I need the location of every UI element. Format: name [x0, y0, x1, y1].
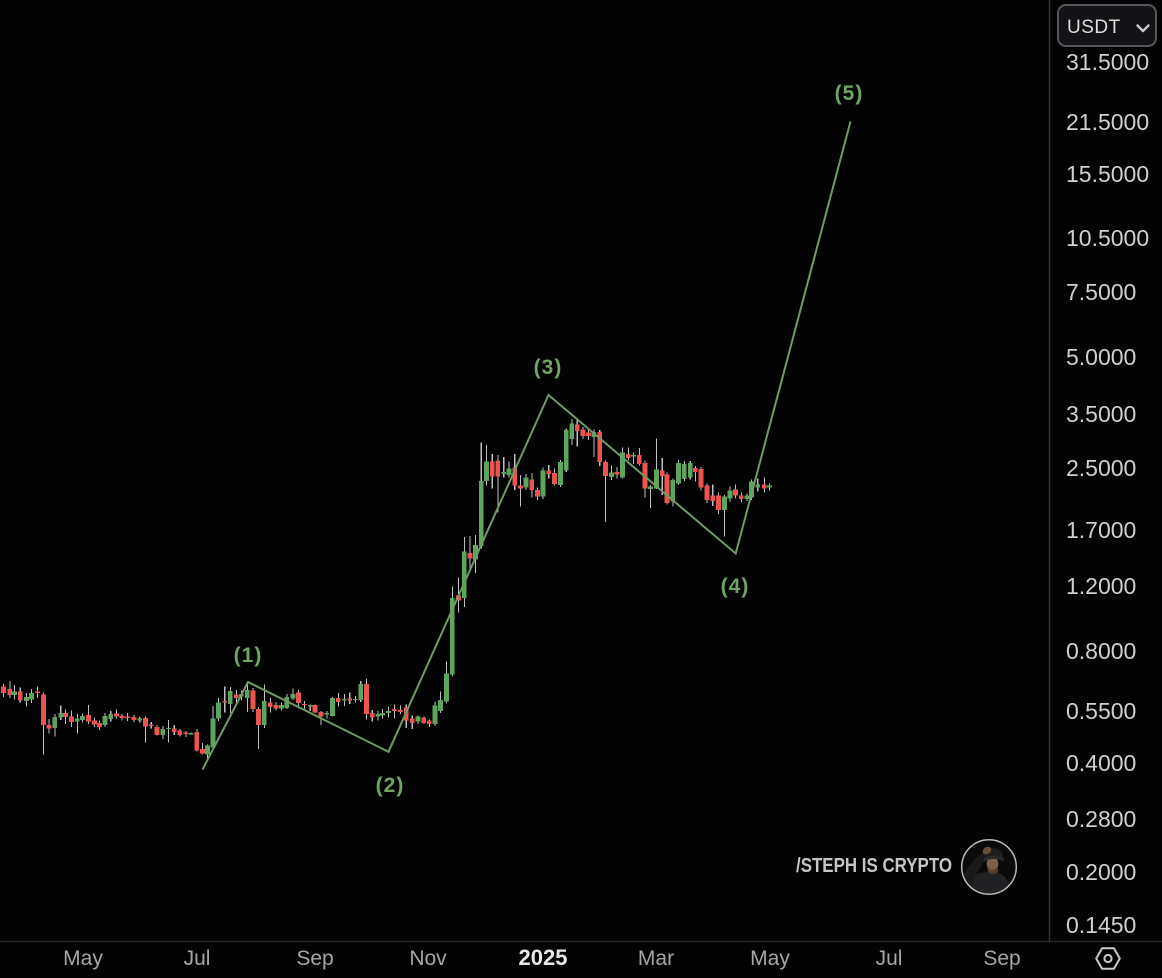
svg-text:/STEPH IS CRYPTO: /STEPH IS CRYPTO [796, 855, 952, 877]
